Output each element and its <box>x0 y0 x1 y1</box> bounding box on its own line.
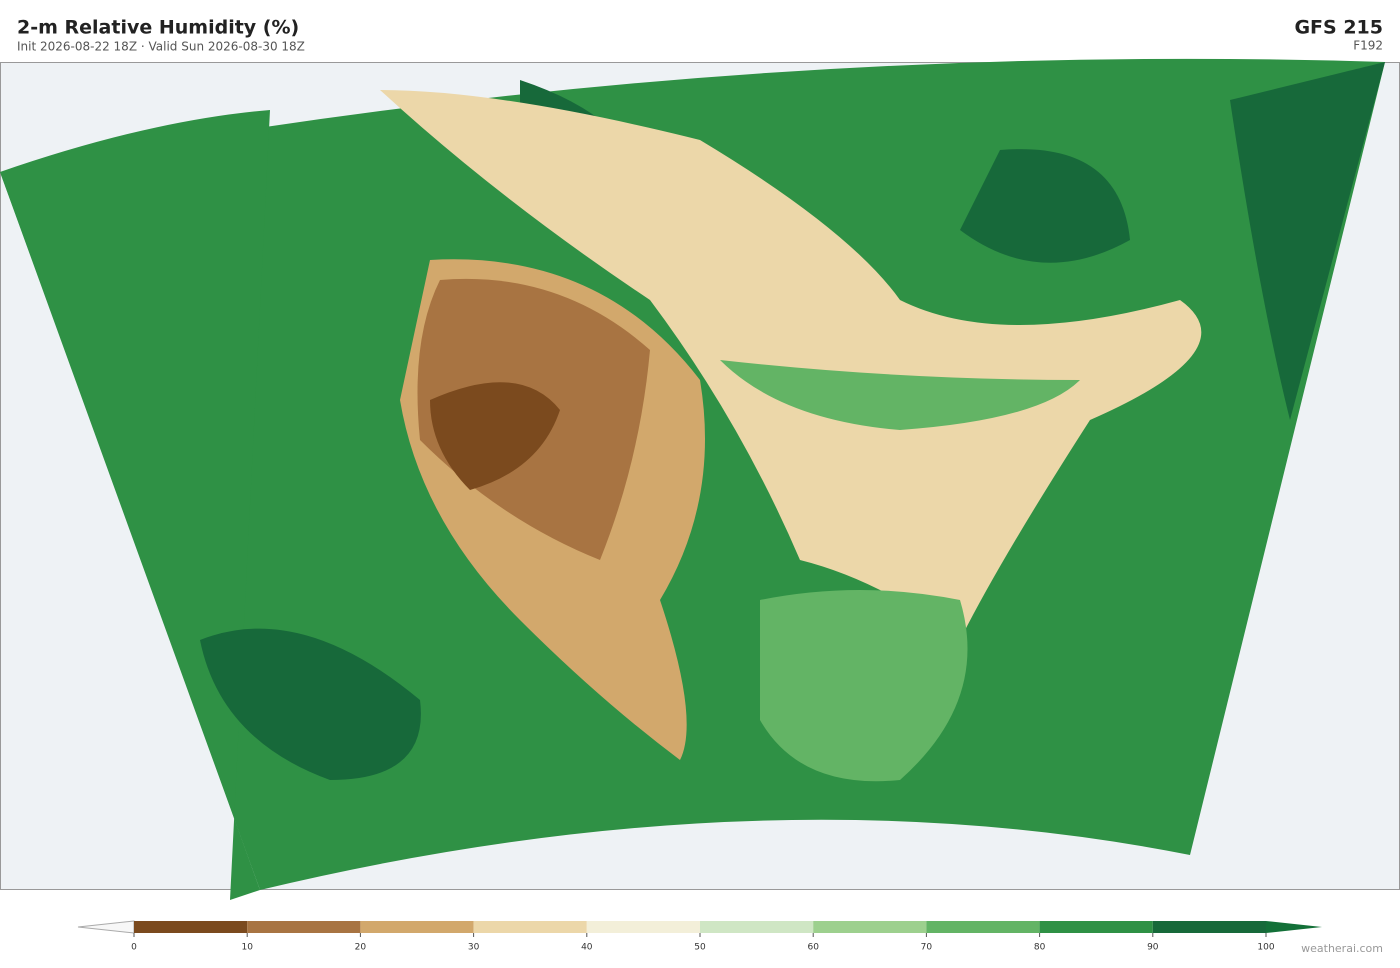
colorbar-segment <box>473 921 587 933</box>
colorbar-tick-label: 50 <box>694 943 706 953</box>
colorbar-tick-label: 80 <box>1034 943 1046 953</box>
colorbar-under <box>77 920 135 934</box>
colorbar-segment <box>1152 921 1266 933</box>
colorbar-segment <box>1039 921 1153 933</box>
colorbar-segment <box>360 921 474 933</box>
colorbar-tick-label: 90 <box>1147 943 1159 953</box>
colorbar-tick-label: 30 <box>468 943 480 953</box>
colorbar-segment <box>586 921 700 933</box>
colorbar-segment <box>134 921 248 933</box>
dry-east <box>380 90 1202 640</box>
colorbar-segment <box>700 921 814 933</box>
colorbar-tick-label: 40 <box>581 943 593 953</box>
ocean-west <box>0 110 270 900</box>
colorbar-tick-label: 20 <box>355 943 367 953</box>
forecast-hour: F192 <box>1353 39 1383 53</box>
moist-band <box>720 360 1080 430</box>
colorbar-tick-label: 10 <box>241 943 253 953</box>
credit: weatherai.com <box>1301 942 1383 955</box>
gulf <box>760 590 968 782</box>
map <box>0 58 1400 900</box>
moist-east <box>960 149 1130 263</box>
moist-atlantic <box>1230 62 1385 420</box>
very-dry <box>430 382 560 490</box>
colorbar-tick-label: 100 <box>1257 943 1274 953</box>
colorbar-over <box>1266 921 1322 933</box>
title: 2-m Relative Humidity (%) <box>17 17 299 39</box>
colorbar-tick-label: 60 <box>807 943 819 953</box>
colorbar-tick-label: 70 <box>921 943 933 953</box>
colorbar-segment <box>926 921 1040 933</box>
colorbar: 0 10 20 30 40 50 60 70 80 90 100 <box>77 920 1322 953</box>
subtitle: Init 2026-08-22 18Z · Valid Sun 2026-08-… <box>17 40 305 54</box>
ocean-moist <box>200 628 421 780</box>
colorbar-tick-label: 0 <box>131 943 137 953</box>
model: GFS 215 <box>1294 17 1383 39</box>
colorbar-segment <box>813 921 927 933</box>
colorbar-segment <box>247 921 361 933</box>
